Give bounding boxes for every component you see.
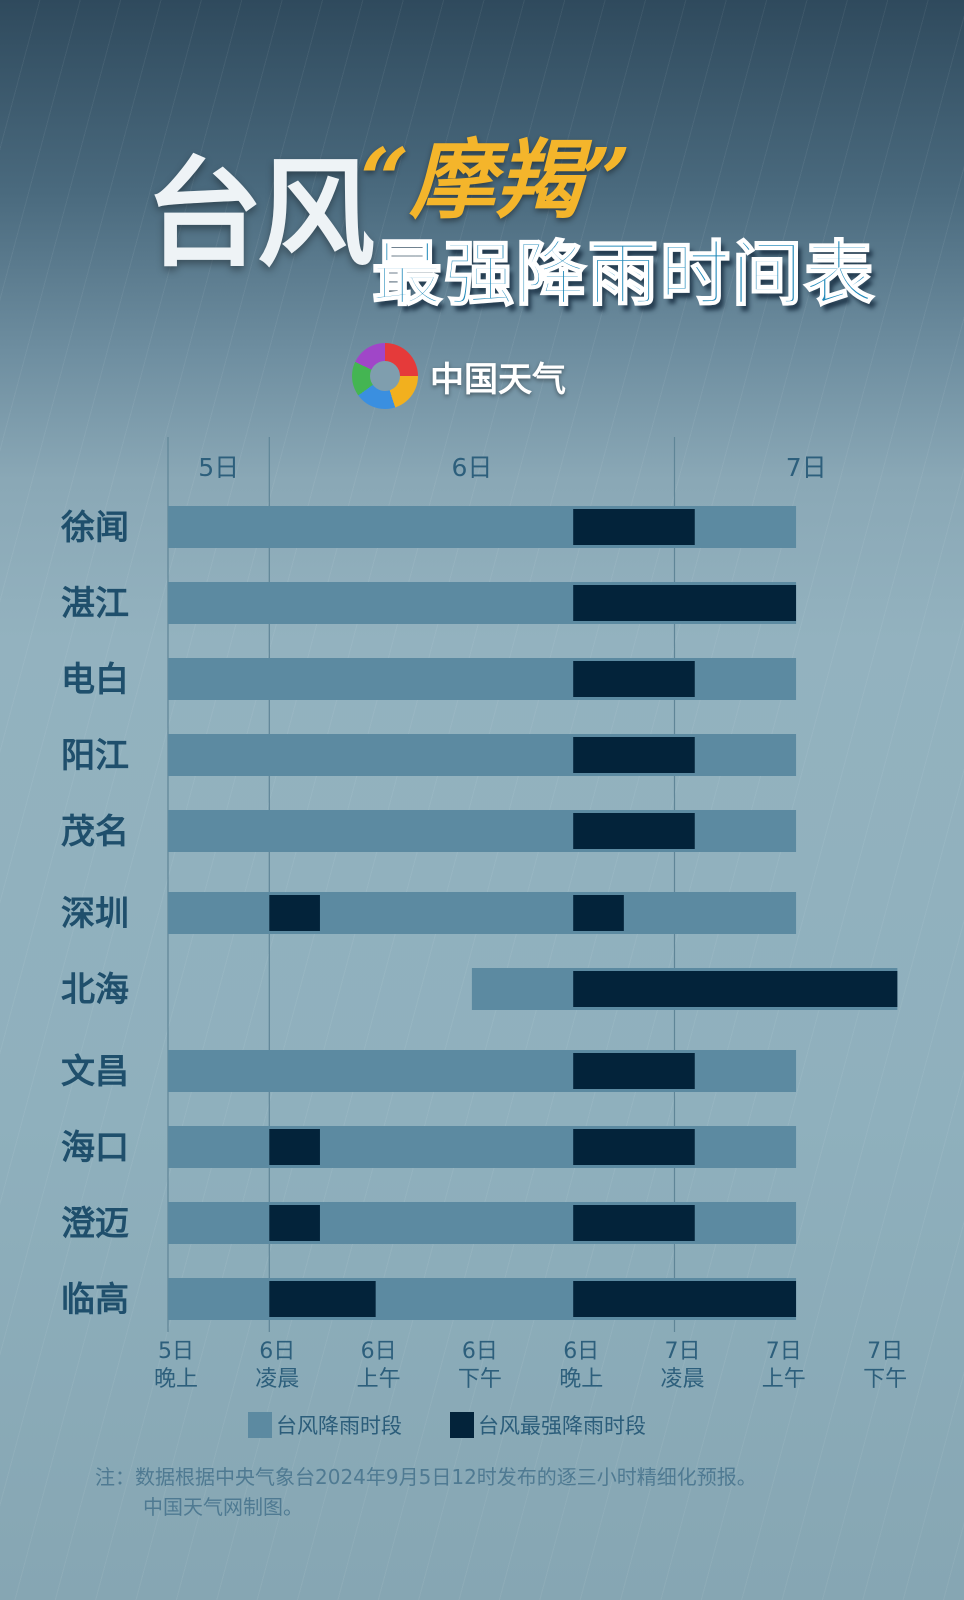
tick-period-label: 凌晨	[660, 1367, 704, 1392]
strongest-rain-bar	[573, 895, 624, 931]
rain-bar	[168, 892, 797, 934]
city-label: 北海	[61, 970, 129, 1010]
strongest-rain-bar	[269, 895, 320, 931]
tick-day-label: 5日	[158, 1339, 194, 1364]
strongest-rain-bar	[269, 1205, 320, 1241]
tick-day-label: 6日	[259, 1339, 295, 1364]
rain-bar	[168, 1126, 797, 1168]
rain-bar	[168, 1050, 797, 1092]
title-typhoon-name: “摩羯”	[360, 130, 631, 231]
strongest-rain-bar	[573, 971, 898, 1007]
tick-day-label: 7日	[867, 1339, 903, 1364]
strongest-rain-bar	[269, 1129, 320, 1165]
tick-period-label: 下午	[863, 1367, 907, 1392]
strongest-rain-bar	[573, 1205, 695, 1241]
strongest-rain-bar	[573, 1281, 797, 1317]
day-label: 6日	[451, 453, 492, 482]
footnote-line-2: 中国天气网制图。	[143, 1495, 303, 1519]
china-weather-logo: 中国天气	[352, 343, 566, 409]
tick-period-label: 凌晨	[255, 1367, 299, 1392]
strongest-rain-bar	[269, 1281, 376, 1317]
rain-bar	[168, 658, 797, 700]
rain-bar	[168, 810, 797, 852]
strongest-rain-bar	[573, 813, 695, 849]
legend-label-strongest: 台风最强降雨时段	[478, 1414, 646, 1438]
rain-bar	[168, 734, 797, 776]
legend-item-strongest: 台风最强降雨时段	[450, 1410, 646, 1440]
city-label: 文昌	[61, 1052, 129, 1092]
strongest-rain-bar	[573, 661, 695, 697]
tick-day-label: 6日	[563, 1339, 599, 1364]
strongest-rain-bar	[573, 1129, 695, 1165]
rain-bar	[168, 506, 797, 548]
tick-period-label: 晚上	[154, 1367, 198, 1392]
legend: 台风降雨时段 台风最强降雨时段	[248, 1410, 646, 1440]
city-label: 湛江	[61, 584, 129, 624]
city-label: 徐闻	[60, 508, 129, 548]
tick-period-label: 下午	[458, 1367, 502, 1392]
tick-day-label: 7日	[766, 1339, 802, 1364]
legend-item-rain: 台风降雨时段	[248, 1410, 402, 1440]
tick-day-label: 7日	[665, 1339, 701, 1364]
footnote-line-1: 注：数据根据中央气象台2024年9月5日12时发布的逐三小时精细化预报。	[95, 1465, 757, 1489]
tick-period-label: 晚上	[559, 1367, 603, 1392]
logo-text: 中国天气	[430, 359, 566, 400]
day-label: 7日	[786, 453, 827, 482]
city-label: 电白	[61, 660, 129, 700]
strongest-rain-bar	[573, 737, 695, 773]
city-label: 深圳	[61, 894, 129, 934]
strongest-rain-bar	[573, 1053, 695, 1089]
city-label: 临高	[61, 1280, 129, 1320]
title-typhoon: 台风	[145, 145, 375, 283]
tick-day-label: 6日	[361, 1339, 397, 1364]
legend-label-rain: 台风降雨时段	[276, 1414, 402, 1438]
strongest-rain-bar	[573, 585, 797, 621]
city-label: 阳江	[61, 736, 129, 776]
city-label: 茂名	[61, 812, 129, 852]
tick-day-label: 6日	[462, 1339, 498, 1364]
legend-swatch-rain	[248, 1412, 272, 1438]
strongest-rain-bar	[573, 509, 695, 545]
rain-bar	[168, 1202, 797, 1244]
tick-period-label: 上午	[357, 1367, 401, 1392]
city-label: 澄迈	[61, 1204, 129, 1244]
day-label: 5日	[198, 453, 239, 482]
tick-period-label: 上午	[762, 1367, 806, 1392]
footnote: 注：数据根据中央气象台2024年9月5日12时发布的逐三小时精细化预报。 中国天…	[95, 1462, 757, 1522]
city-label: 海口	[61, 1128, 129, 1168]
title-subtitle: 最强降雨时间表	[371, 232, 876, 316]
legend-swatch-strongest	[450, 1412, 474, 1438]
logo-swirl-icon	[352, 343, 418, 409]
